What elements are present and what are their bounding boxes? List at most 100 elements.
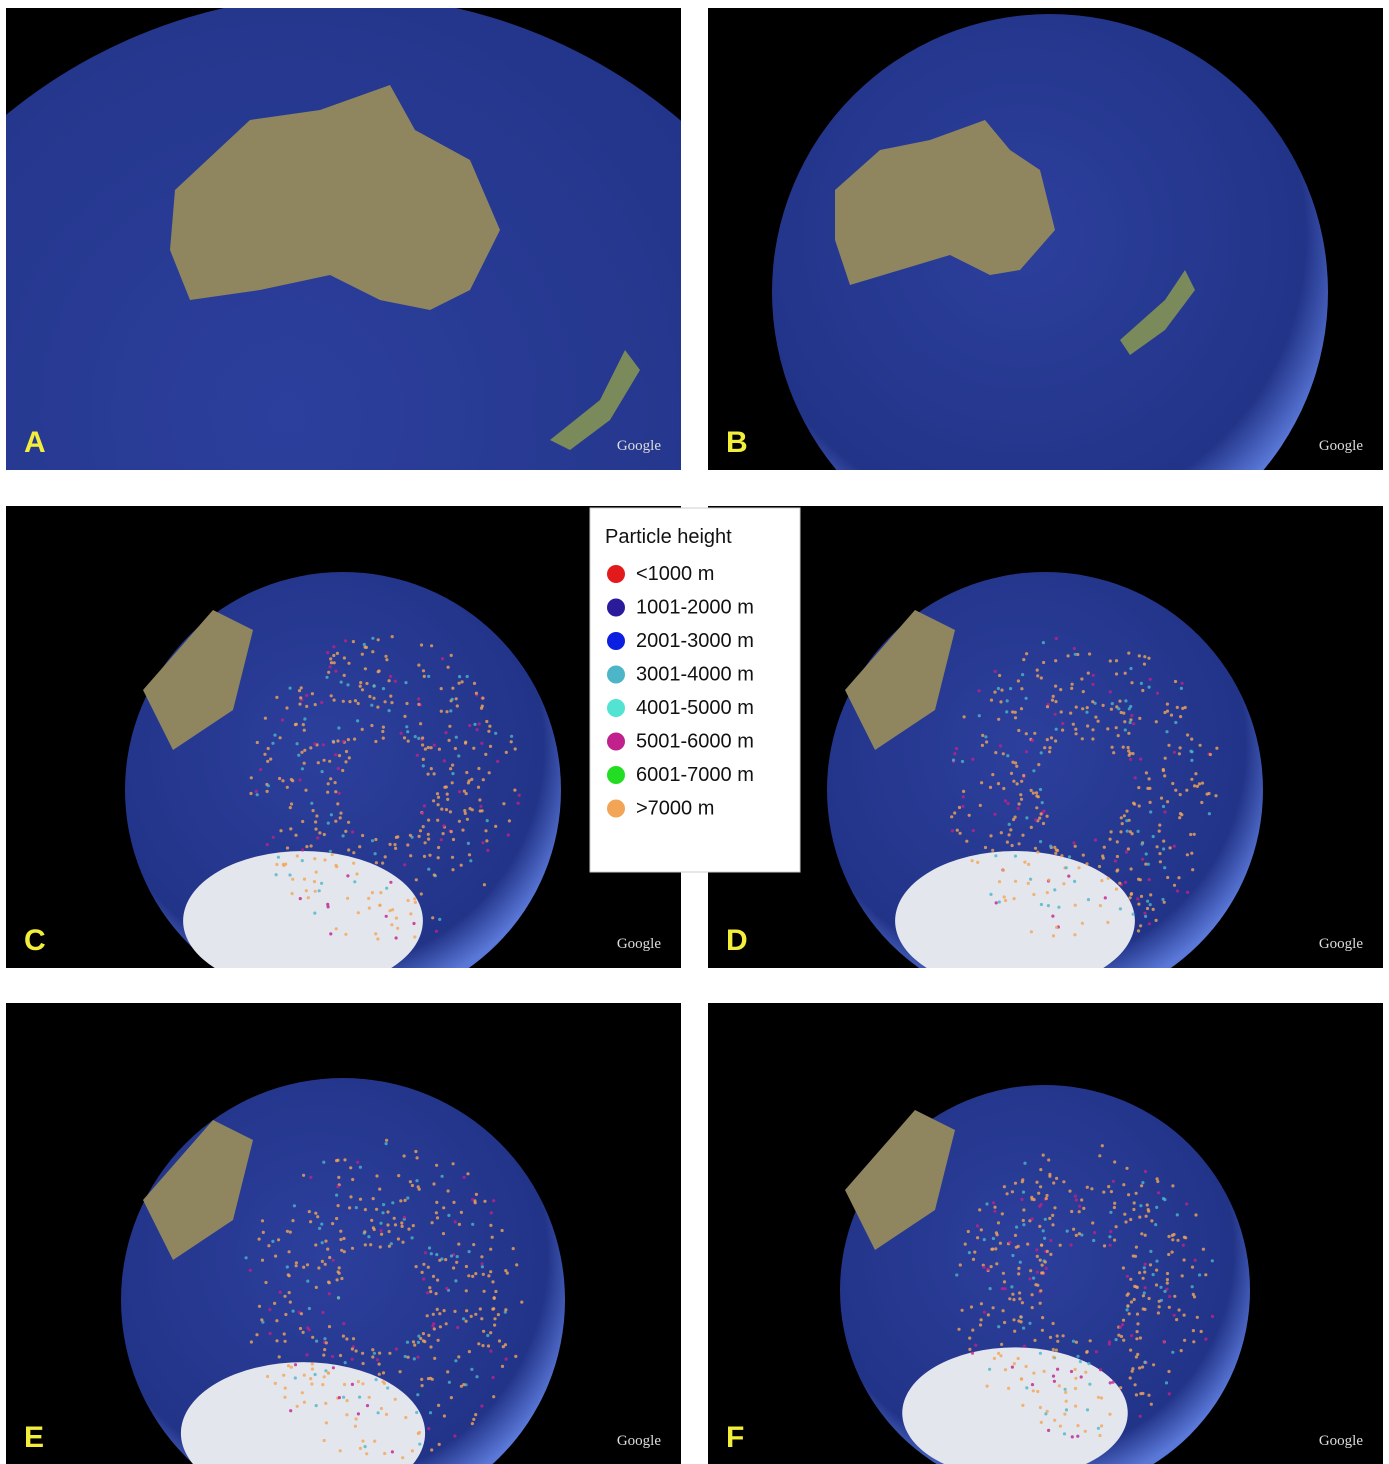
particle [1138, 1216, 1141, 1219]
particle [266, 760, 269, 763]
particle [1201, 782, 1204, 785]
particle [329, 665, 332, 668]
particle [1119, 1386, 1122, 1389]
particle [388, 679, 391, 682]
particle [323, 858, 326, 861]
particle [1138, 1366, 1141, 1369]
particle [343, 1158, 346, 1161]
particle [1108, 1343, 1111, 1346]
particle [1089, 1339, 1092, 1342]
particle [343, 674, 346, 677]
particle [505, 751, 508, 754]
particle [1149, 810, 1152, 813]
particle [279, 1291, 282, 1294]
particle [953, 811, 956, 814]
particle [379, 891, 382, 894]
particle [1163, 1290, 1166, 1293]
particle [961, 805, 964, 808]
particle [422, 669, 425, 672]
particle [1023, 861, 1026, 864]
particle [471, 1422, 474, 1425]
particle [481, 1265, 484, 1268]
particle [1142, 1294, 1145, 1297]
particle [344, 1361, 347, 1364]
particle [1008, 1241, 1011, 1244]
particle [1132, 802, 1135, 805]
particle [461, 829, 464, 832]
particle [347, 848, 350, 851]
particle [292, 1310, 295, 1313]
particle [1039, 840, 1042, 843]
particle [313, 742, 316, 745]
particle [1174, 680, 1177, 683]
particle [1039, 788, 1042, 791]
particle [1068, 855, 1071, 858]
particle [436, 1279, 439, 1282]
particle [407, 1356, 410, 1359]
particle [1107, 1185, 1110, 1188]
particle [991, 773, 994, 776]
particle [446, 793, 449, 796]
particle [394, 847, 397, 850]
particle [1038, 817, 1041, 820]
particle [334, 820, 337, 823]
particle [1167, 1253, 1170, 1256]
particle [489, 1270, 492, 1273]
particle [361, 728, 364, 731]
particle [327, 905, 330, 908]
particle [1069, 712, 1072, 715]
particle [1040, 676, 1043, 679]
particle [1113, 1202, 1116, 1205]
particle [278, 1355, 281, 1358]
particle [301, 848, 304, 851]
particle [351, 1347, 354, 1350]
particle [356, 1161, 359, 1164]
particle [958, 806, 961, 809]
particle [427, 1266, 430, 1269]
particle [249, 792, 252, 795]
particle [1064, 1391, 1067, 1394]
particle [334, 670, 337, 673]
particle [1042, 1229, 1045, 1232]
particle [435, 1292, 438, 1295]
particle [444, 731, 447, 734]
particle [1155, 1206, 1158, 1209]
particle [1075, 732, 1078, 735]
particle [997, 718, 1000, 721]
particle [309, 1176, 312, 1179]
particle [1078, 1232, 1081, 1235]
particle [1103, 846, 1106, 849]
particle [1146, 907, 1149, 910]
particle [1040, 812, 1043, 815]
particle [364, 1243, 367, 1246]
particle [1074, 1387, 1077, 1390]
particle [978, 689, 981, 692]
particle [1053, 888, 1056, 891]
particle [301, 1391, 304, 1394]
particle [1005, 710, 1008, 713]
particle [1109, 838, 1112, 841]
particle [1086, 706, 1089, 709]
particle [493, 1317, 496, 1320]
particle [1178, 1308, 1181, 1311]
legend-marker [607, 699, 625, 717]
particle [321, 1241, 324, 1244]
particle [1098, 1154, 1101, 1157]
particle [314, 890, 317, 893]
particle [320, 701, 323, 704]
particle [1046, 1250, 1049, 1253]
particle [441, 657, 444, 660]
particle [1055, 1177, 1058, 1180]
particle [513, 789, 516, 792]
particle [363, 643, 366, 646]
particle [979, 804, 982, 807]
particle [347, 738, 350, 741]
particle [339, 1230, 342, 1233]
particle [1099, 904, 1102, 907]
particle [284, 1387, 287, 1390]
particle [385, 658, 388, 661]
particle [476, 728, 479, 731]
particle [431, 1221, 434, 1224]
particle [1051, 1214, 1054, 1217]
particle [335, 927, 338, 930]
